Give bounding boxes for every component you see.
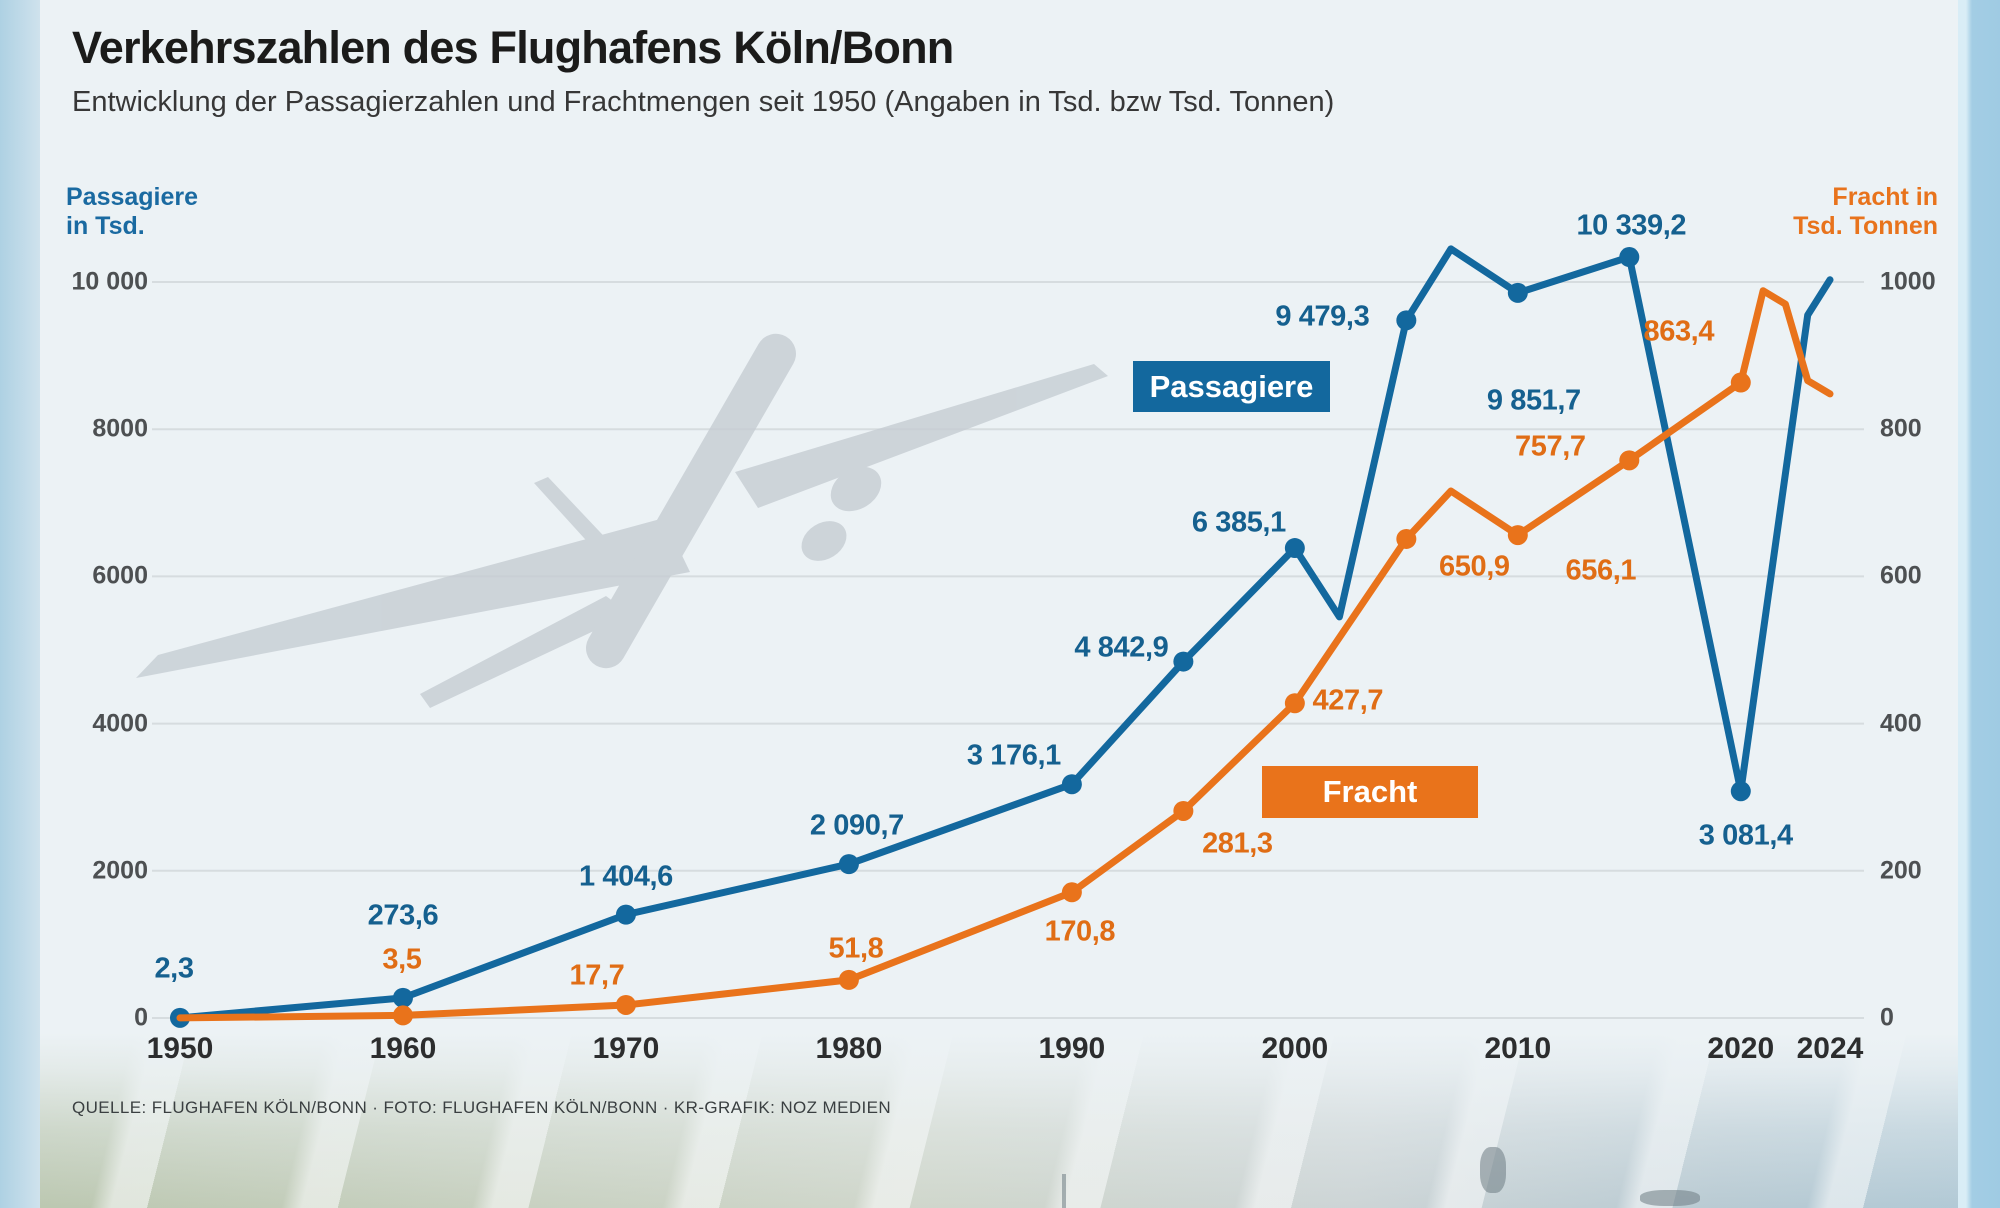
series-lines [170,245,1834,1028]
point-passagiere-2010 [1507,282,1528,303]
page-title: Verkehrszahlen des Flughafens Köln/Bonn [72,22,954,73]
year-tick-1980: 1980 [815,1032,883,1065]
point-passagiere-2000 [1284,538,1305,559]
value-label-fracht-2015: 757,7 [1515,430,1586,463]
page-subtitle: Entwicklung der Passagierzahlen und Frac… [72,86,1335,118]
right-axis-tick: 0 [1880,1003,1894,1032]
value-label-fracht-2020: 863,4 [1643,315,1715,348]
point-passagiere-1970 [615,904,636,925]
point-fracht-1980 [838,969,859,990]
right-axis-title-line2: Tsd. Tonnen [1793,212,1938,240]
point-fracht-1995 [1173,800,1194,821]
source-credit: QUELLE: FLUGHAFEN KÖLN/BONN · FOTO: FLUG… [72,1098,892,1117]
value-label-fracht-1960: 3,5 [382,943,422,976]
right-axis-tick: 400 [1880,709,1922,738]
value-label-passagiere-2000: 6 385,1 [1191,506,1286,539]
left-axis-title: Passagiere in Tsd. [66,183,198,241]
year-tick-1960: 1960 [369,1032,437,1065]
point-passagiere-1990 [1061,774,1082,795]
value-label-fracht-2005: 650,9 [1439,550,1510,583]
left-axis-title-line2: in Tsd. [66,212,145,240]
year-tick-1970: 1970 [592,1032,660,1065]
gridlines [152,281,1864,1019]
line-fracht [176,287,1834,1022]
left-axis-tick: 0 [134,1003,148,1032]
airplane-watermark [136,333,1108,708]
value-label-fracht-1970: 17,7 [569,959,625,992]
legend-badge-fracht: Fracht [1262,766,1478,818]
year-tick-2000: 2000 [1261,1032,1329,1065]
left-axis-tick: 2000 [92,856,148,885]
value-label-passagiere-1950: 2,3 [154,952,194,985]
value-label-passagiere-2020: 3 081,4 [1698,819,1793,852]
left-axis-title-line1: Passagiere [66,183,199,211]
right-axis-title-line1: Fracht in [1832,183,1938,211]
value-label-passagiere-1990: 3 176,1 [966,739,1061,772]
value-label-passagiere-2015: 10 339,2 [1576,209,1687,242]
right-axis-tick: 1000 [1880,267,1936,296]
left-axis-tick: 8000 [92,414,148,443]
value-label-fracht-1990: 170,8 [1044,915,1116,948]
year-tick-2010: 2010 [1484,1032,1552,1065]
value-label-fracht-1995: 281,3 [1202,827,1273,860]
point-passagiere-2005 [1396,310,1417,331]
value-label-passagiere-1995: 4 842,9 [1074,631,1169,664]
point-fracht-1960 [392,1005,413,1026]
line-passagiere [176,245,1834,1022]
value-label-passagiere-1980: 2 090,7 [809,809,904,842]
distant-aircraft-photo-detail [1480,1147,1506,1193]
value-label-fracht-1980: 51,8 [828,932,884,965]
left-axis-tick: 6000 [92,561,148,590]
year-tick-2024: 2024 [1796,1032,1864,1065]
year-tick-1990: 1990 [1038,1032,1106,1065]
point-passagiere-1960 [392,987,413,1008]
right-axis-tick: 200 [1880,856,1922,885]
point-fracht-2020 [1730,372,1751,393]
value-label-passagiere-2005: 9 479,3 [1275,300,1370,333]
point-passagiere-2020 [1730,781,1751,802]
value-label-fracht-2000: 427,7 [1312,684,1384,717]
sky-band-left [0,0,40,1208]
left-axis-tick: 4000 [92,709,148,738]
right-axis-tick: 600 [1880,561,1922,590]
sky-band-right [1958,0,2000,1208]
antenna-photo-detail [1062,1174,1066,1208]
right-axis-tick: 800 [1880,414,1922,443]
point-fracht-1990 [1061,882,1082,903]
point-fracht-2015 [1619,450,1640,471]
value-label-passagiere-1970: 1 404,6 [578,860,673,893]
value-label-fracht-2010: 656,1 [1565,554,1637,587]
left-axis-tick: 10 000 [71,267,148,296]
value-label-passagiere-1960: 273,6 [367,899,439,932]
point-fracht-2005 [1396,528,1417,549]
point-passagiere-2015 [1619,247,1640,268]
point-fracht-2000 [1284,693,1305,714]
distant-building-photo-detail [1640,1190,1700,1206]
legend-badge-passagiere: Passagiere [1133,361,1330,412]
right-axis-title: Fracht in Tsd. Tonnen [1793,183,1938,241]
year-tick-1950: 1950 [146,1032,214,1065]
point-fracht-2010 [1507,525,1528,546]
point-passagiere-1980 [838,854,859,875]
value-label-passagiere-2010: 9 851,7 [1486,384,1581,417]
point-fracht-1970 [615,994,636,1015]
point-passagiere-1995 [1173,651,1194,672]
year-tick-2020: 2020 [1707,1032,1775,1065]
